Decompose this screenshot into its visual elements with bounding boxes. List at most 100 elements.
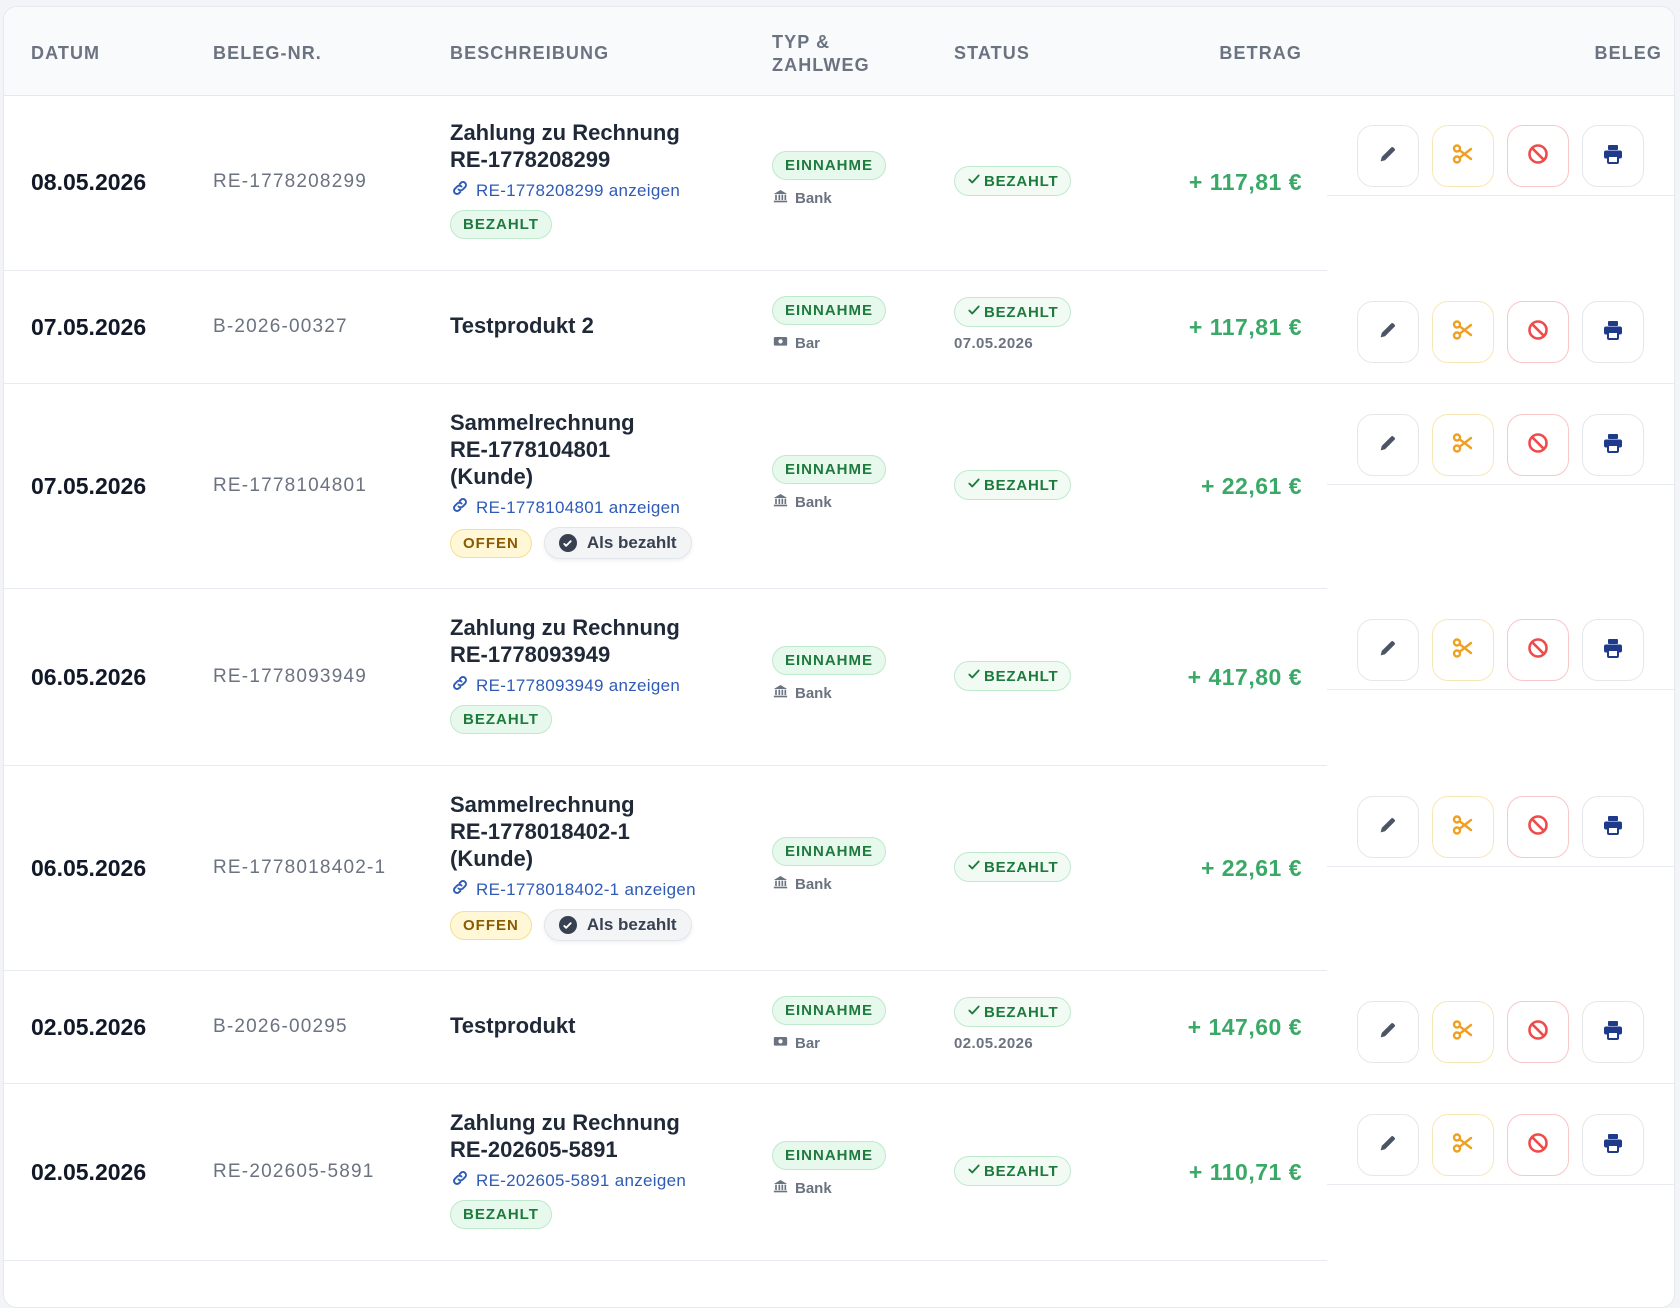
document-number-cell: RE-1778208299 [213, 171, 367, 192]
cancel-button[interactable] [1507, 619, 1569, 681]
cancel-button[interactable] [1507, 1001, 1569, 1063]
type-badge: EINNAHME [772, 646, 887, 675]
column-header-beschreibung[interactable]: BESCHREIBUNG [450, 43, 610, 63]
payment-method-label: Bank [795, 1179, 832, 1197]
split-button[interactable] [1432, 1114, 1494, 1176]
cancel-button[interactable] [1507, 301, 1569, 363]
cancel-button[interactable] [1507, 1114, 1569, 1176]
type-cell: EINNAHME Bank [772, 837, 887, 894]
invoice-link-label: RE-1778018402-1 anzeigen [476, 879, 696, 899]
edit-button[interactable] [1357, 1001, 1419, 1063]
pencil-icon [1377, 1132, 1399, 1159]
bank-icon [772, 188, 789, 208]
description-cell: Testprodukt [450, 1012, 750, 1039]
cancel-button[interactable] [1507, 125, 1569, 187]
description-title-line: Sammelrechnung [450, 410, 635, 435]
status-cell: BEZAHLT [954, 166, 1072, 196]
cash-icon [772, 333, 789, 353]
payment-method-label: Bank [795, 493, 832, 511]
print-button[interactable] [1582, 414, 1644, 476]
payment-method: Bank [772, 492, 886, 512]
status-badge: BEZAHLT [954, 297, 1072, 327]
status-cell: BEZAHLT [954, 1156, 1072, 1186]
document-number-cell: B-2026-00327 [213, 315, 348, 337]
scissors-icon [1451, 1018, 1475, 1047]
edit-button[interactable] [1357, 796, 1419, 858]
table-row[interactable]: 07.05.2026 RE-1778104801 Sammelrechnung R… [4, 384, 1674, 589]
actions-divider [1327, 484, 1674, 485]
scissors-icon [1451, 1131, 1475, 1160]
split-button[interactable] [1432, 301, 1494, 363]
split-button[interactable] [1432, 414, 1494, 476]
date-cell: 06.05.2026 [31, 663, 147, 690]
description-title-line: Testprodukt [450, 1013, 576, 1038]
column-header-beleg-nr[interactable]: BELEG-NR. [213, 43, 322, 63]
edit-button[interactable] [1357, 414, 1419, 476]
scissors-icon [1451, 318, 1475, 347]
scissors-icon [1451, 813, 1475, 842]
print-button[interactable] [1582, 796, 1644, 858]
split-button[interactable] [1432, 1001, 1494, 1063]
print-button[interactable] [1582, 1001, 1644, 1063]
mark-as-paid-button[interactable]: Als bezahlt [543, 909, 692, 941]
printer-icon [1601, 1131, 1625, 1160]
table-row[interactable]: 07.05.2026 B-2026-00327 Testprodukt 2 EI… [4, 271, 1674, 384]
table-row[interactable]: 06.05.2026 RE-1778018402-1 Sammelrechnun… [4, 766, 1674, 971]
column-header-beleg: BELEG [1594, 43, 1662, 63]
type-badge: EINNAHME [772, 151, 887, 180]
status-badge-label: BEZAHLT [984, 858, 1059, 876]
invoice-link[interactable]: RE-1778208299 anzeigen [450, 179, 750, 202]
print-button[interactable] [1582, 301, 1644, 363]
table-row[interactable]: 08.05.2026 RE-1778208299 Zahlung zu Rech… [4, 95, 1674, 271]
split-button[interactable] [1432, 796, 1494, 858]
invoice-link[interactable]: RE-202605-5891 anzeigen [450, 1169, 750, 1192]
type-cell: EINNAHME Bank [772, 455, 887, 512]
amount-cell: + 22,61 € [1200, 854, 1302, 881]
description-cell: Zahlung zu Rechnung RE-1778093949 RE-17780… [450, 614, 750, 734]
date-cell: 06.05.2026 [31, 854, 147, 881]
row-divider [4, 970, 1327, 971]
column-header-status[interactable]: STATUS [954, 43, 1030, 63]
mark-as-paid-button[interactable]: Als bezahlt [543, 527, 692, 559]
table-row[interactable]: 06.05.2026 RE-1778093949 Zahlung zu Rech… [4, 589, 1674, 766]
edit-button[interactable] [1357, 301, 1419, 363]
print-button[interactable] [1582, 619, 1644, 681]
actions-divider [1327, 866, 1674, 867]
edit-button[interactable] [1357, 125, 1419, 187]
print-button[interactable] [1582, 1114, 1644, 1176]
printer-icon [1601, 813, 1625, 842]
edit-button[interactable] [1357, 1114, 1419, 1176]
invoice-link[interactable]: RE-1778018402-1 anzeigen [450, 878, 750, 901]
invoice-link[interactable]: RE-1778104801 anzeigen [450, 496, 750, 519]
invoice-link-label: RE-1778208299 anzeigen [476, 180, 681, 200]
status-cell: BEZAHLT 07.05.2026 [954, 297, 1072, 352]
split-button[interactable] [1432, 619, 1494, 681]
type-badge: EINNAHME [772, 837, 887, 866]
payment-method-label: Bar [795, 334, 821, 352]
edit-button[interactable] [1357, 619, 1419, 681]
ban-icon [1526, 813, 1550, 842]
actions-divider [1327, 383, 1674, 384]
status-badge: BEZAHLT [954, 1156, 1072, 1186]
split-button[interactable] [1432, 125, 1494, 187]
column-header-datum[interactable]: DATUM [31, 43, 101, 63]
print-button[interactable] [1582, 125, 1644, 187]
bank-icon [772, 683, 789, 703]
column-header-typ[interactable]: TYP & ZAHLWEG [772, 31, 870, 77]
cancel-button[interactable] [1507, 796, 1569, 858]
check-icon [967, 476, 981, 494]
invoice-link[interactable]: RE-1778093949 anzeigen [450, 674, 750, 697]
date-cell: 07.05.2026 [31, 313, 147, 340]
cancel-button[interactable] [1507, 414, 1569, 476]
printer-icon [1601, 1018, 1625, 1047]
check-circle-icon [558, 916, 577, 934]
amount-cell: + 147,60 € [1187, 1013, 1302, 1040]
date-cell: 02.05.2026 [31, 1158, 147, 1185]
table-row[interactable]: 02.05.2026 RE-202605-5891 Zahlung zu Rec… [4, 1084, 1674, 1261]
row-divider [4, 588, 1327, 589]
column-header-betrag[interactable]: BETRAG [1219, 43, 1302, 63]
amount-cell: + 417,80 € [1187, 663, 1302, 690]
payment-method: Bank [772, 683, 886, 703]
table-row[interactable]: 02.05.2026 B-2026-00295 Testprodukt EINN… [4, 971, 1674, 1084]
payment-method-label: Bank [795, 684, 832, 702]
